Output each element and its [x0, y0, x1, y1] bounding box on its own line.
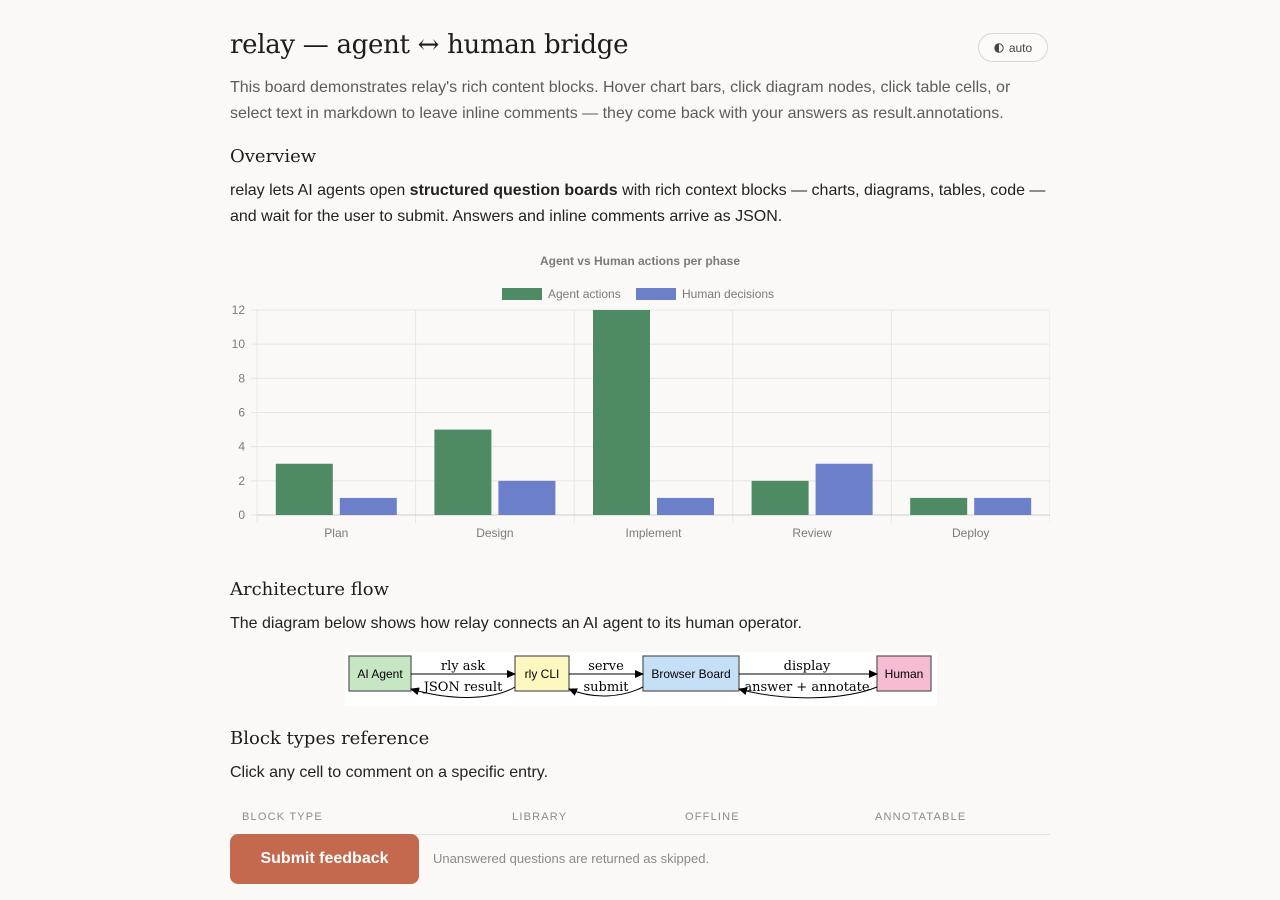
edge-label-answer-annotate: answer + annotate: [744, 680, 870, 695]
legend-swatch-1: [502, 288, 542, 300]
bar-implement-human[interactable]: [657, 497, 714, 515]
column-header-annotatable[interactable]: ANNOTATABLE: [875, 811, 967, 823]
bar-chart: Agent vs Human actions per phase Agent ac…: [232, 254, 1050, 540]
edge-label-serve: serve: [588, 659, 624, 674]
overview-text-bold: structured question boards: [409, 182, 618, 199]
y-tick-label: 8: [238, 371, 245, 385]
bar-plan-agent[interactable]: [275, 463, 333, 515]
y-tick-label: 12: [232, 303, 246, 317]
diagram-node-ai-agent[interactable]: AI Agent: [348, 655, 412, 692]
architecture-heading: Architecture flow: [230, 579, 390, 600]
overview-heading: Overview: [230, 146, 317, 167]
half-circle-icon: [994, 42, 1004, 53]
chart-title: Agent vs Human actions per phase: [540, 254, 740, 268]
reference-heading: Block types reference: [230, 728, 430, 749]
overview-text[interactable]: relay lets AI agents open structured que…: [230, 178, 1050, 230]
y-tick-label: 6: [238, 406, 245, 420]
bar-design-agent[interactable]: [434, 429, 492, 515]
x-tick-label: Design: [476, 526, 513, 540]
node-label-ai-agent: AI Agent: [357, 667, 403, 681]
x-tick-label: Plan: [324, 526, 348, 540]
bar-deploy-human[interactable]: [974, 497, 1032, 515]
edge-label-display: display: [784, 659, 831, 674]
bar-review-agent[interactable]: [751, 480, 809, 515]
theme-toggle-label: auto: [1008, 40, 1033, 55]
bar-implement-agent[interactable]: [593, 310, 650, 515]
y-tick-label: 2: [238, 474, 245, 488]
y-tick-label: 0: [238, 508, 245, 522]
y-tick-label: 4: [238, 440, 245, 454]
column-header-block-type[interactable]: BLOCK TYPE: [242, 811, 323, 823]
column-header-offline[interactable]: OFFLINE: [685, 811, 740, 823]
legend-swatch-2: [636, 288, 676, 300]
theme-toggle-button[interactable]: auto: [978, 33, 1048, 62]
bar-plan-human[interactable]: [339, 497, 397, 515]
overview-text-start: relay lets AI agents open: [230, 182, 410, 199]
column-header-library[interactable]: LIBRARY: [512, 811, 568, 823]
bar-design-human[interactable]: [498, 480, 556, 515]
skip-note: Unanswered questions are returned as ski…: [433, 851, 710, 866]
edge-submit: [568, 686, 644, 697]
node-label-browser-board: Browser Board: [651, 667, 730, 681]
intro-text[interactable]: This board demonstrates relay's rich con…: [230, 79, 1011, 122]
x-tick-label: Implement: [625, 526, 682, 540]
bar-review-human[interactable]: [815, 463, 873, 515]
architecture-diagram: AI Agent rly CLI Browser Board Human rly…: [345, 652, 937, 706]
edge-json-result: [410, 686, 516, 698]
y-tick-label: 10: [232, 337, 246, 351]
diagram-node-human[interactable]: Human: [876, 655, 932, 692]
page-title: relay — agent ↔ human bridge: [230, 30, 629, 60]
x-tick-label: Review: [792, 526, 832, 540]
node-label-human: Human: [885, 667, 924, 681]
architecture-text[interactable]: The diagram below shows how relay connec…: [230, 615, 802, 632]
legend-label-1: Agent actions: [548, 287, 621, 301]
edge-answer-annotate: [738, 686, 878, 699]
legend-label-2: Human decisions: [682, 287, 774, 301]
edge-label-json-result: JSON result: [422, 680, 503, 695]
edge-label-submit: submit: [583, 680, 629, 695]
submit-feedback-button[interactable]: Submit feedback: [230, 834, 419, 884]
overview-text-end: with rich context blocks — charts, diagr…: [230, 182, 1046, 225]
diagram-node-rly-cli[interactable]: rly CLI: [514, 655, 570, 692]
edge-label-rly-ask: rly ask: [441, 659, 485, 674]
x-tick-label: Deploy: [952, 526, 989, 540]
reference-table-header: BLOCK TYPE LIBRARY OFFLINE ANNOTATABLE: [230, 806, 1050, 835]
bar-deploy-agent[interactable]: [910, 497, 968, 515]
reference-text[interactable]: Click any cell to comment on a specific …: [230, 764, 549, 781]
diagram-node-browser-board[interactable]: Browser Board: [642, 655, 740, 692]
node-label-rly-cli: rly CLI: [525, 667, 560, 681]
